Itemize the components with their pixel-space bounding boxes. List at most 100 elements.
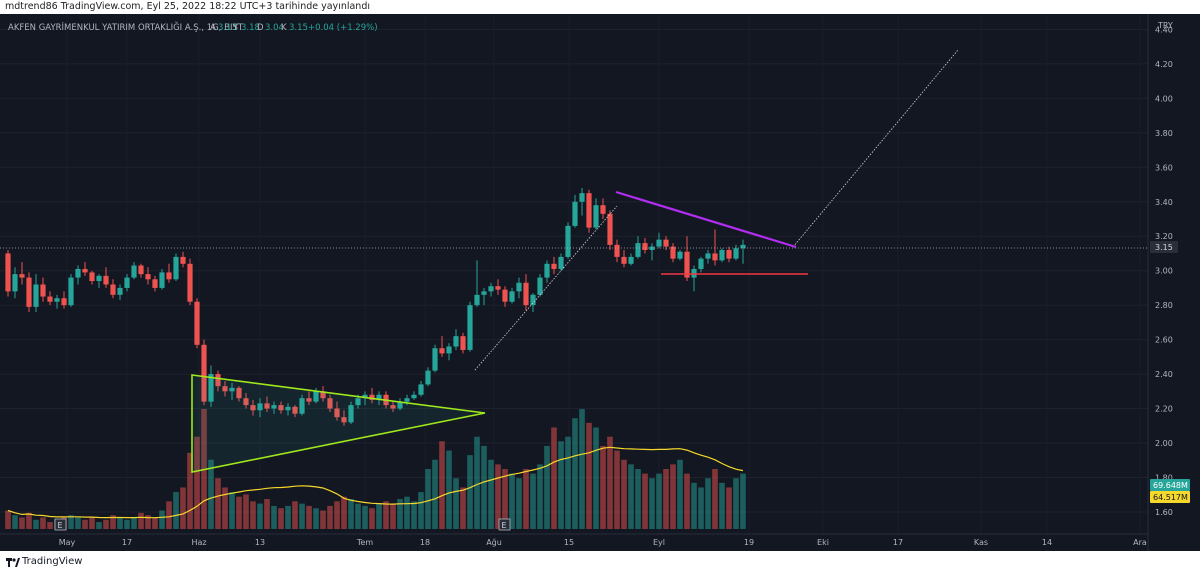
volume-bar <box>558 441 564 529</box>
candle-body <box>481 291 487 295</box>
volume-bar <box>222 487 228 529</box>
volume-bar <box>579 409 585 529</box>
candle-body <box>453 336 459 347</box>
volume-value: 69.648M <box>1153 481 1188 490</box>
volume-bar <box>481 445 487 529</box>
price-tick: 2.20 <box>1155 405 1173 414</box>
triangle-pattern[interactable] <box>191 374 486 473</box>
volume-bar <box>362 505 368 529</box>
candle-body <box>404 398 410 402</box>
volume-bar <box>320 510 326 529</box>
price-tick: 1.60 <box>1155 508 1173 517</box>
chart-area[interactable]: 4.40 4.20 4.00 3.80 3.60 3.40 3.20 3.00 2.80 2.60… <box>0 14 1200 551</box>
tradingview-logo-icon <box>6 558 20 567</box>
candle-body <box>705 253 711 259</box>
ohlc-y: 3.18 <box>241 23 260 33</box>
chart-title: AKFEN GAYRİMENKUL YATIRIM ORTAKLIĞI A.Ş.… <box>8 21 244 33</box>
candle-body <box>215 374 221 387</box>
candle-body <box>397 401 403 409</box>
price-tick: 3.40 <box>1155 198 1173 207</box>
earnings-marker-2[interactable]: E <box>498 518 511 531</box>
footer: TradingView <box>0 551 1200 573</box>
candle-body <box>418 384 424 395</box>
time-tick: Ağu <box>486 538 502 547</box>
volume-bar <box>516 478 522 529</box>
time-tick: 17 <box>122 538 132 547</box>
volume-bar <box>243 494 249 529</box>
volume-bar <box>383 501 389 529</box>
currency-label: TRY <box>1157 21 1173 30</box>
candle-body <box>327 398 333 409</box>
ohlc-a: 3.13 <box>218 23 237 33</box>
volume-tag: 69.648M <box>1150 479 1190 491</box>
volume-bar <box>663 469 669 529</box>
volume-bar <box>145 515 151 529</box>
candle-body <box>509 291 515 302</box>
candle-body <box>159 272 165 288</box>
candle-body <box>614 244 620 257</box>
volume-bars <box>5 409 746 529</box>
candle-body <box>537 277 543 295</box>
time-tick: Haz <box>191 538 206 547</box>
candle-body <box>565 225 571 257</box>
candlestick-chart[interactable]: 4.40 4.20 4.00 3.80 3.60 3.40 3.20 3.00 2.80 2.60… <box>0 14 1200 551</box>
candle-body <box>376 394 382 400</box>
volume-bar <box>425 469 431 529</box>
price-tick: 1.80 <box>1155 473 1173 482</box>
volume-bar <box>96 522 102 529</box>
volume-bar <box>502 469 508 529</box>
volume-bar <box>369 508 375 529</box>
volume-bar <box>642 473 648 529</box>
candle-body <box>124 277 130 288</box>
volume-bar <box>586 422 592 529</box>
candle-body <box>446 346 452 354</box>
volume-bar <box>166 501 172 529</box>
time-tick: May <box>59 538 76 547</box>
volume-bar <box>327 505 333 529</box>
time-tick: Ara <box>1133 538 1147 547</box>
candle-body <box>54 298 60 302</box>
candle-body <box>516 282 522 292</box>
volume-bar <box>33 519 39 529</box>
projection-line-2[interactable] <box>792 49 959 248</box>
time-axis[interactable]: May 17 Haz 13 Tem 18 Ağu 15 Eyl 19 Eki 17 Kas 14 Ara <box>0 533 1148 547</box>
volume-bar <box>600 445 606 529</box>
volume-bar <box>89 517 95 529</box>
candle-body <box>607 213 613 245</box>
brand-name: TradingView <box>22 556 83 567</box>
volume-bar <box>334 501 340 529</box>
resistance-trendline[interactable] <box>615 190 797 249</box>
price-tick: 3.60 <box>1155 163 1173 172</box>
volume-bar <box>5 510 11 529</box>
candle-body <box>593 205 599 228</box>
candle-body <box>677 251 683 259</box>
candle-body <box>425 370 431 385</box>
volume-bar <box>418 492 424 529</box>
volume-bar <box>47 522 53 529</box>
time-tick: 15 <box>564 538 574 547</box>
volume-bar <box>390 503 396 529</box>
candle-body <box>117 287 123 295</box>
earnings-marker-1-label: E <box>58 521 63 530</box>
candle-body <box>719 250 725 261</box>
price-tick: 4.40 <box>1155 25 1173 34</box>
volume-bar <box>138 512 144 529</box>
candle-body <box>33 284 39 307</box>
price-axis[interactable]: 4.40 4.20 4.00 3.80 3.60 3.40 3.20 3.00 2.80 2.60… <box>1147 14 1200 551</box>
volume-bar <box>614 450 620 529</box>
volume-bar <box>306 505 312 529</box>
earnings-marker-1[interactable]: E <box>54 518 67 531</box>
candle-body <box>467 305 473 350</box>
candle-body <box>439 348 445 354</box>
candle-body <box>712 253 718 261</box>
volume-bar <box>677 459 683 529</box>
volume-bar <box>509 473 515 529</box>
volume-bar <box>292 501 298 529</box>
volume-bar <box>124 519 130 529</box>
projection-line-1[interactable] <box>474 205 618 371</box>
candle-body <box>691 268 697 278</box>
candle-body <box>278 405 284 411</box>
volume-bar <box>628 464 634 529</box>
candle-body <box>558 256 564 269</box>
price-tick: 4.00 <box>1155 94 1173 103</box>
